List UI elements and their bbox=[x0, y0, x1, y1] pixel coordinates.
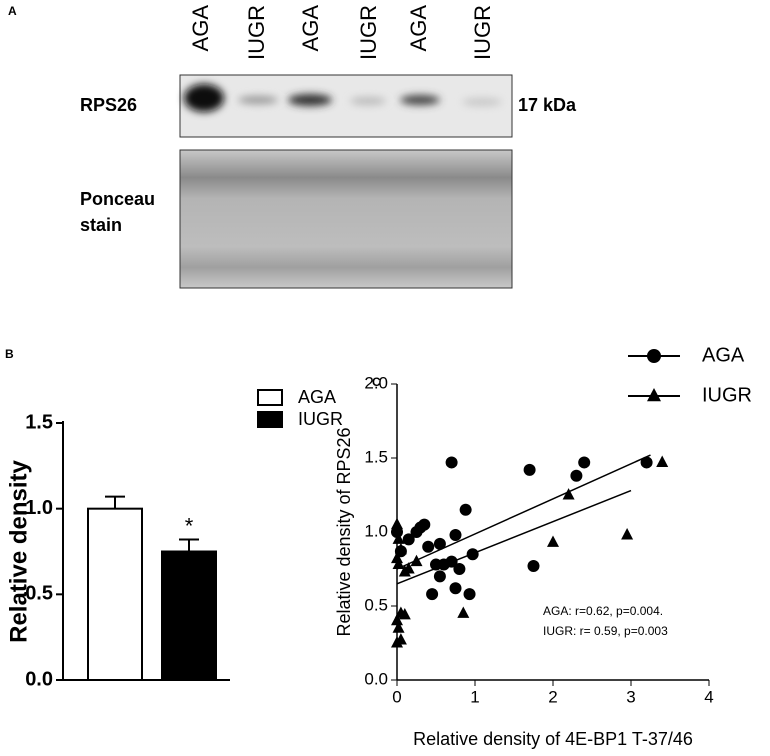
x-tick-label: 1 bbox=[470, 687, 479, 706]
y-tick-label: 0.5 bbox=[364, 595, 388, 614]
x-axis-title: Relative density of 4E-BP1 T-37/46 bbox=[413, 729, 693, 749]
lane-label: AGA bbox=[188, 5, 213, 52]
point bbox=[656, 455, 669, 467]
point bbox=[392, 532, 405, 544]
point bbox=[392, 557, 405, 570]
legend-marker bbox=[647, 387, 661, 402]
x-tick-label: 2 bbox=[548, 687, 557, 706]
y-tick-label: 0.0 bbox=[364, 669, 388, 688]
panel-label: B bbox=[5, 347, 14, 361]
point bbox=[391, 636, 403, 648]
annotation: IUGR: r= 0.59, p=0.003 bbox=[543, 624, 668, 638]
significance: * bbox=[185, 513, 194, 538]
lane-label: IUGR bbox=[244, 5, 269, 60]
panel-label: C bbox=[372, 375, 381, 389]
point bbox=[523, 463, 536, 476]
point bbox=[457, 606, 470, 618]
fit-line bbox=[396, 489, 632, 585]
legend-label: AGA bbox=[702, 344, 745, 366]
point bbox=[391, 551, 403, 564]
point bbox=[562, 488, 575, 500]
point bbox=[449, 528, 462, 541]
point bbox=[621, 528, 634, 540]
size-marker: 17 kDa bbox=[518, 95, 577, 115]
y-tick-label: 0.0 bbox=[25, 668, 53, 690]
point bbox=[433, 537, 446, 550]
point bbox=[398, 607, 411, 620]
lane-label: AGA bbox=[406, 5, 431, 52]
x-tick-label: 0 bbox=[392, 687, 401, 706]
y-tick-label: 2.0 bbox=[364, 373, 388, 392]
x-tick-label: 4 bbox=[704, 687, 713, 706]
y-tick-label: 0.5 bbox=[25, 583, 53, 605]
row-label: RPS26 bbox=[80, 95, 137, 115]
legend-label: IUGR bbox=[298, 409, 343, 429]
x-tick-label: 3 bbox=[626, 687, 635, 706]
point bbox=[578, 456, 591, 469]
y-axis-title: Relative density of RPS26 bbox=[334, 427, 354, 636]
legend-label: AGA bbox=[298, 387, 336, 407]
point bbox=[463, 588, 476, 601]
legend-label: IUGR bbox=[702, 384, 752, 406]
point bbox=[445, 456, 458, 469]
point bbox=[422, 540, 435, 553]
row-label: Ponceau bbox=[80, 189, 155, 209]
bands bbox=[184, 84, 502, 112]
y-tick-label: 1.0 bbox=[25, 497, 53, 519]
fit-line bbox=[396, 454, 651, 570]
point bbox=[547, 535, 559, 547]
point bbox=[453, 563, 466, 575]
bar bbox=[87, 507, 143, 681]
point bbox=[527, 560, 540, 573]
point bbox=[459, 503, 472, 516]
bar bbox=[161, 550, 217, 681]
point bbox=[570, 469, 583, 482]
point bbox=[402, 533, 415, 546]
point bbox=[391, 517, 403, 530]
y-tick-label: 1.0 bbox=[364, 521, 388, 540]
point bbox=[402, 562, 415, 574]
y-tick-label: 1.5 bbox=[25, 411, 53, 433]
legend-marker bbox=[647, 349, 661, 363]
point bbox=[394, 542, 407, 555]
point bbox=[418, 518, 431, 531]
y-axis-title: Relative density bbox=[5, 459, 32, 642]
lane-label: AGA bbox=[298, 5, 323, 52]
row-label: stain bbox=[80, 215, 122, 235]
blot-rps26 bbox=[179, 74, 513, 138]
point bbox=[449, 582, 462, 595]
legend-swatch bbox=[257, 389, 283, 406]
point bbox=[391, 613, 403, 626]
point bbox=[426, 588, 439, 601]
panel-label: A bbox=[8, 4, 17, 18]
lane-label: IUGR bbox=[356, 5, 381, 60]
y-tick-label: 1.5 bbox=[364, 447, 388, 466]
point bbox=[410, 554, 423, 567]
legend-swatch bbox=[257, 411, 283, 428]
annotation: AGA: r=0.62, p=0.004. bbox=[543, 604, 663, 618]
lane-label: IUGR bbox=[470, 5, 495, 60]
point bbox=[640, 456, 653, 469]
point bbox=[392, 621, 405, 633]
blot-ponceau bbox=[179, 149, 513, 289]
point bbox=[433, 570, 446, 583]
